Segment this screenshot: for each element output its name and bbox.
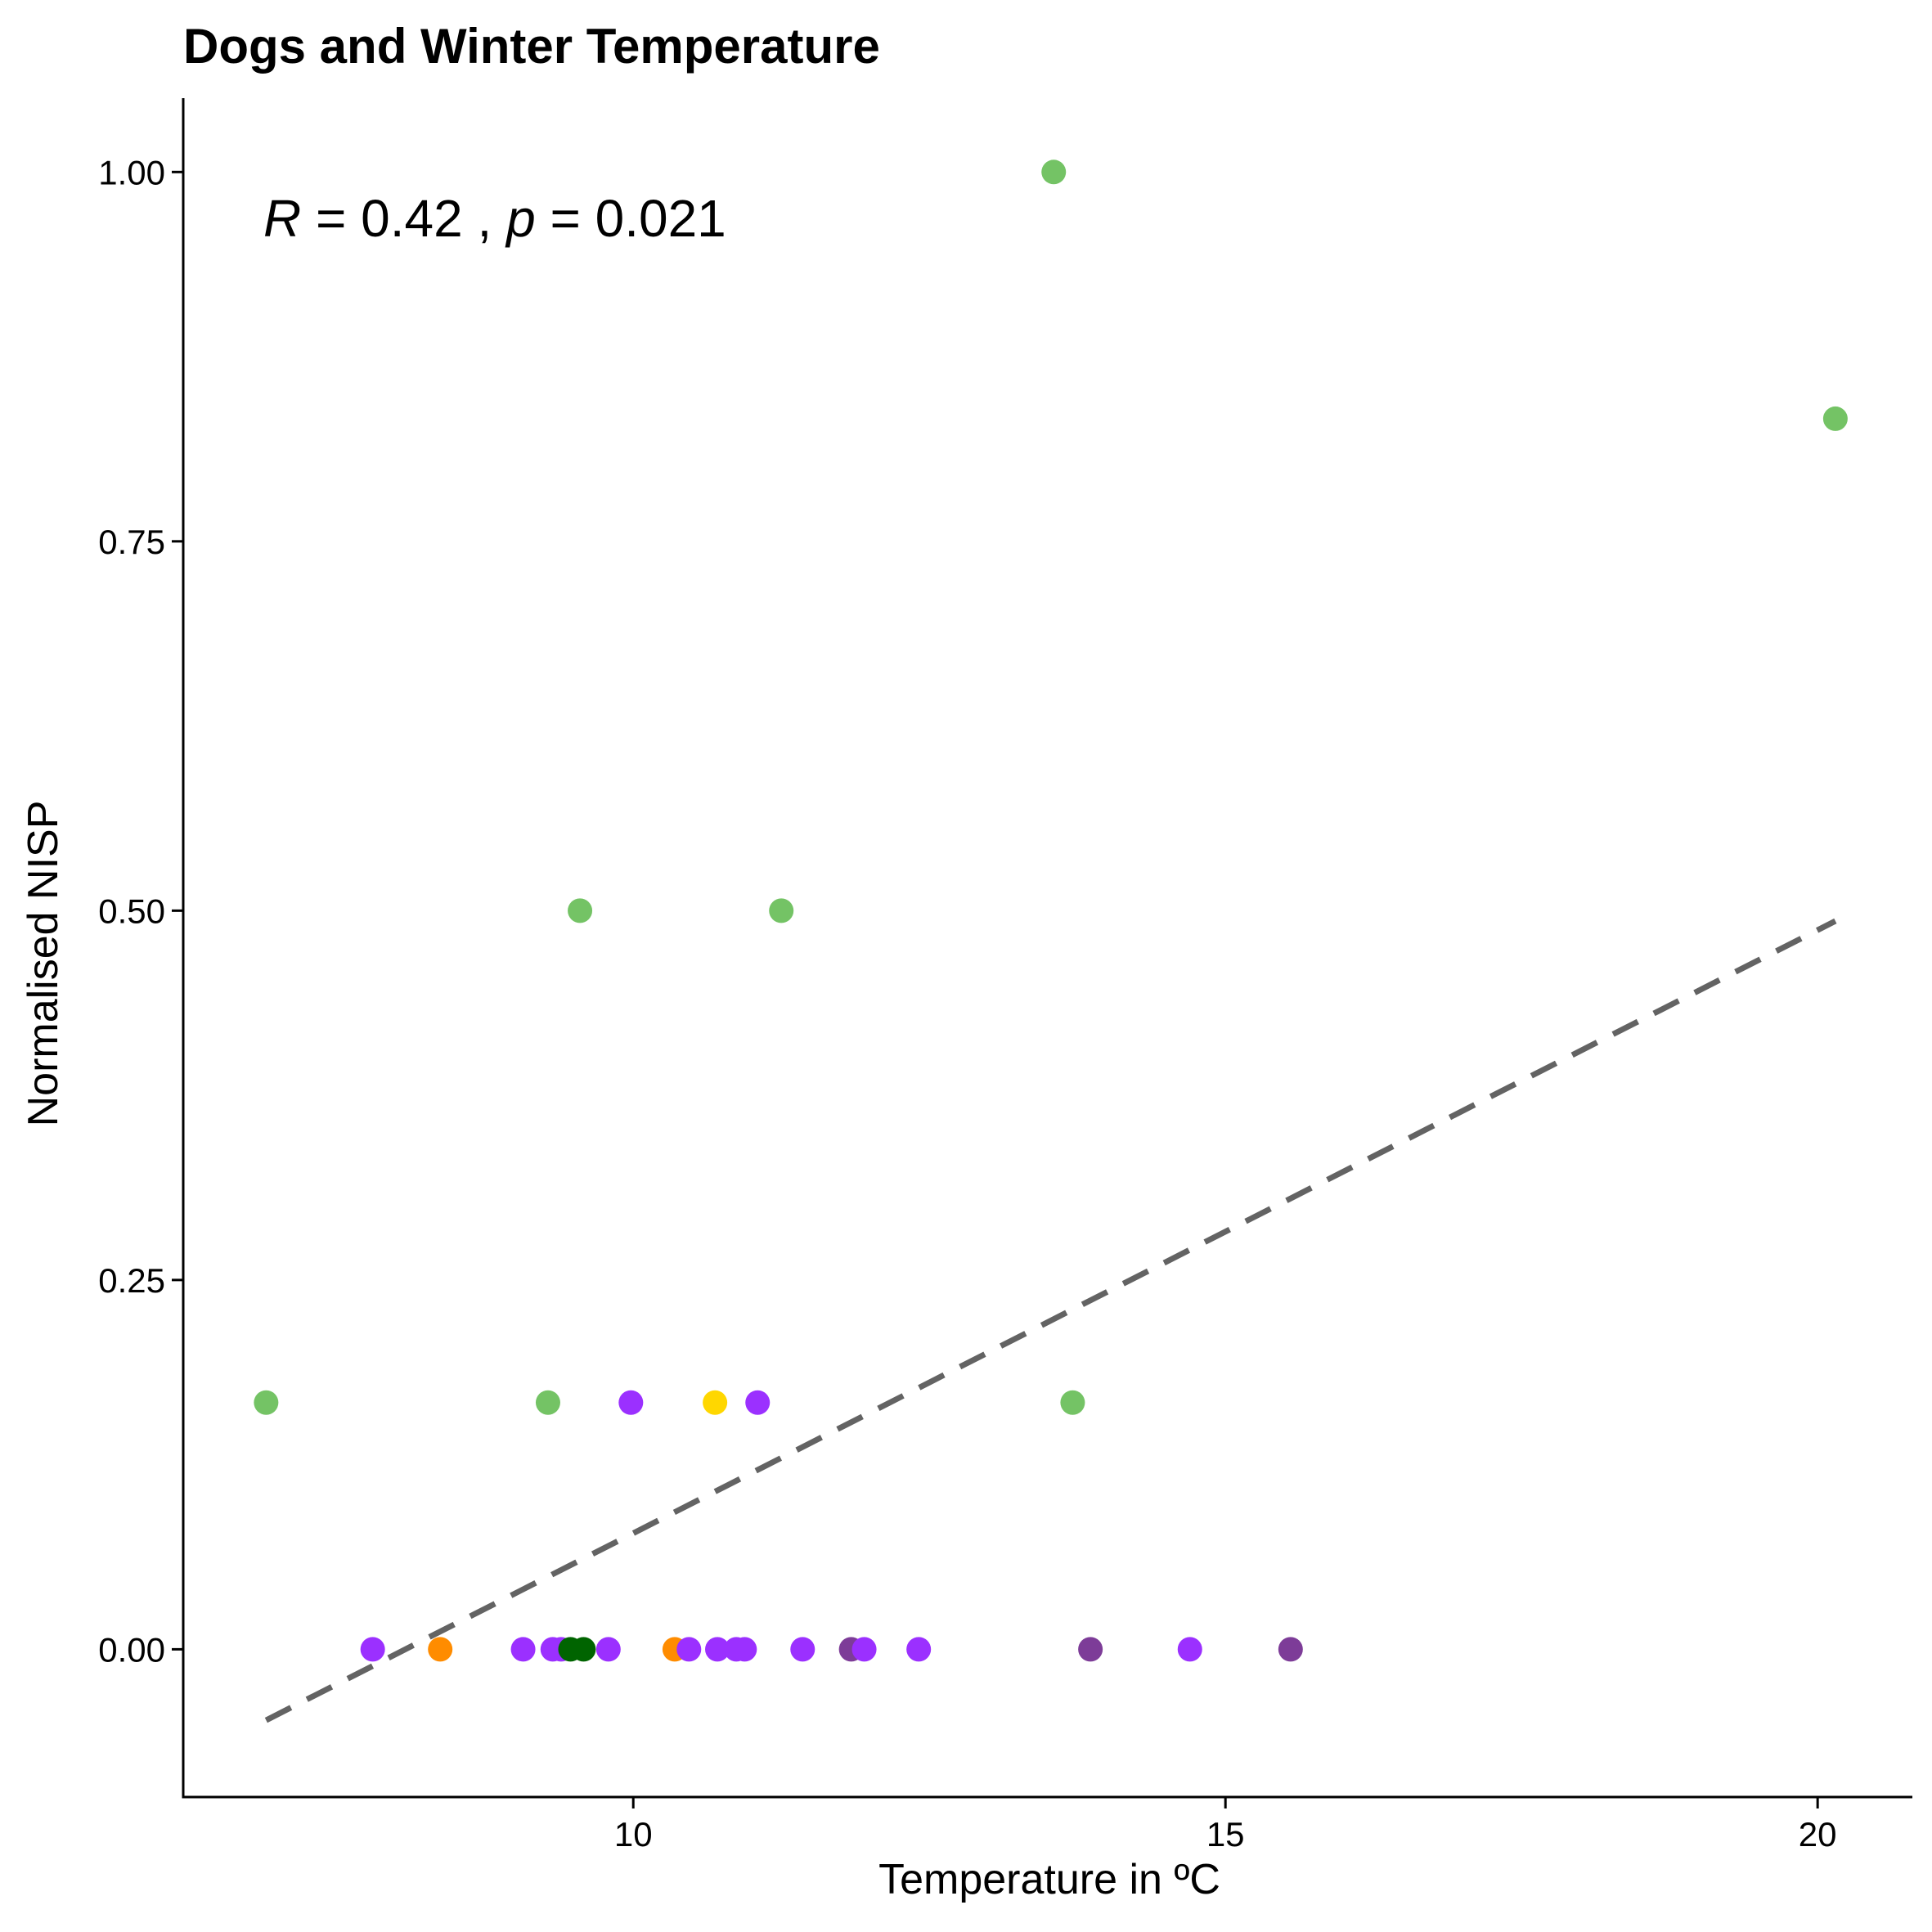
data-point-16: [705, 1637, 730, 1662]
data-point-14: [676, 1637, 702, 1662]
y-tick-label: 0.50: [98, 892, 165, 930]
y-tick-label: 1.00: [98, 153, 165, 191]
data-point-1: [254, 1390, 279, 1415]
y-tick-label: 0.25: [98, 1261, 165, 1300]
r-value: = 0.42 ,: [301, 189, 507, 248]
y-tick-label: 0.00: [98, 1630, 165, 1669]
data-point-20: [769, 898, 794, 923]
data-point-11: [595, 1637, 621, 1662]
data-point-27: [1078, 1637, 1103, 1662]
data-point-18: [732, 1637, 757, 1662]
points-layer: [254, 160, 1848, 1662]
p-value: = 0.021: [535, 189, 726, 248]
chart-title: Dogs and Winter Temperature: [183, 19, 880, 74]
x-tick-label: 10: [614, 1815, 653, 1853]
data-point-10: [571, 1637, 596, 1662]
data-point-28: [1177, 1637, 1202, 1662]
p-symbol: p: [506, 189, 536, 248]
data-point-23: [851, 1637, 877, 1662]
correlation-annotation: R = 0.42 , p = 0.021: [263, 188, 726, 249]
data-point-2: [360, 1637, 385, 1662]
data-point-19: [745, 1390, 771, 1415]
axes-layer: 0.00 0.25 0.50 0.75 1.00 10 15 20: [98, 98, 1912, 1853]
data-point-9: [568, 898, 593, 923]
data-point-12: [618, 1390, 644, 1415]
data-point-15: [703, 1390, 728, 1415]
y-axis-title: Normalised NISP: [20, 800, 67, 1127]
data-point-3: [428, 1637, 453, 1662]
x-axis-title: Temperature in ºC: [878, 1856, 1220, 1903]
data-point-5: [535, 1390, 560, 1415]
x-tick-label: 20: [1799, 1815, 1837, 1853]
trendline-layer: [264, 918, 1837, 1723]
r-symbol: R: [263, 189, 302, 248]
data-point-29: [1278, 1637, 1303, 1662]
trendline: [264, 918, 1837, 1723]
data-point-26: [1060, 1390, 1085, 1415]
data-point-21: [790, 1637, 815, 1662]
data-point-24: [906, 1637, 932, 1662]
x-tick-label: 15: [1206, 1815, 1245, 1853]
data-point-25: [1041, 160, 1067, 185]
data-point-4: [510, 1637, 536, 1662]
data-point-30: [1822, 406, 1848, 431]
y-tick-label: 0.75: [98, 523, 165, 561]
